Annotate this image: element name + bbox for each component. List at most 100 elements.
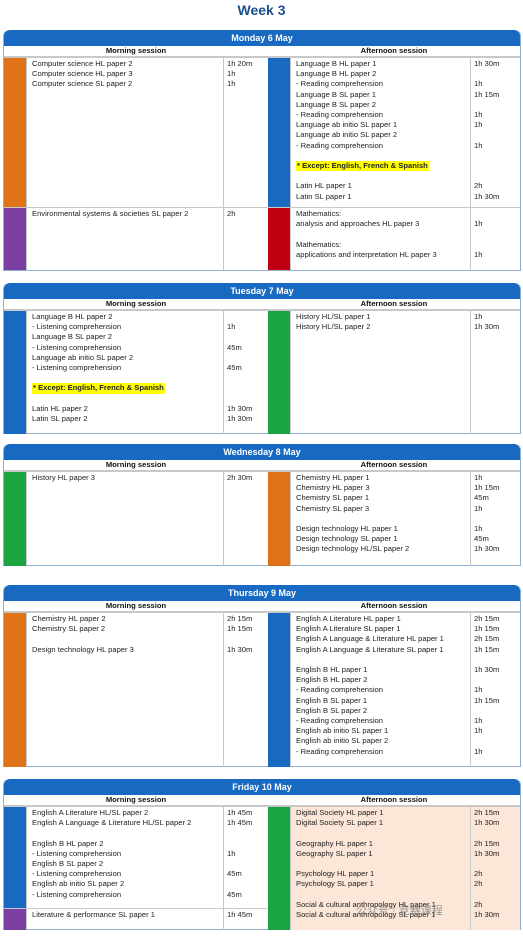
exam-row: English A Literature HL paper 1 2h 15m — [291, 614, 520, 624]
exam-list: History HL/SL paper 1 1h History HL/SL pap… — [290, 311, 520, 434]
exam-row — [291, 890, 520, 900]
exam-list: Chemistry HL paper 1 1h Chemistry HL paper… — [290, 472, 520, 566]
exam-row: Chemistry SL paper 1 45m — [291, 493, 520, 503]
exam-duration: 1h — [227, 79, 236, 89]
duration-column-divider — [470, 311, 471, 434]
exam-duration: 45m — [227, 342, 242, 352]
day-heading: Monday 6 May — [4, 30, 520, 46]
exam-row — [291, 828, 520, 838]
session-header-row: Morning session Afternoon session — [4, 46, 520, 57]
exam-paper-name: Psychology SL paper 1 — [296, 879, 374, 889]
exam-duration: 1h 30m — [474, 665, 500, 674]
exam-duration: 2h 30m — [227, 473, 253, 482]
exam-row: Chemistry SL paper 2 1h 15m — [27, 624, 268, 634]
duration-column-divider — [223, 472, 224, 566]
exam-row: Language B HL paper 2 — [291, 69, 520, 79]
morning-session-label: Morning session — [105, 299, 167, 308]
exam-row: English B HL paper 1 1h 30m — [291, 665, 520, 675]
exam-paper-name: Language B HL paper 2 — [296, 69, 377, 79]
exam-row: Digital Society HL paper 1 2h 15m — [291, 808, 520, 818]
exam-paper-name: English A Literature SL paper 1 — [296, 624, 401, 634]
exam-paper-name: Chemistry HL paper 2 — [32, 614, 106, 623]
exam-row: English A Language & Literature SL paper… — [291, 645, 520, 655]
exam-paper-name: English B SL paper 2 — [32, 859, 104, 868]
morning-session-label: Morning session — [105, 460, 167, 469]
subject-color-bar — [4, 807, 26, 909]
exam-duration: 1h 15m — [474, 695, 500, 705]
session-header-row: Morning session Afternoon session — [4, 601, 520, 612]
exam-row: Psychology HL paper 1 2h — [291, 869, 520, 879]
exam-row — [27, 828, 268, 838]
exam-paper-name: Language B SL paper 2 — [296, 99, 376, 109]
exam-paper-name: Chemistry HL paper 1 — [296, 473, 370, 482]
day-block: Wednesday 8 May Morning session Afternoon … — [3, 444, 521, 566]
exam-duration: 1h 15m — [474, 89, 500, 99]
exam-paper-name: - Reading comprehension — [296, 140, 383, 150]
exam-duration: 1h — [474, 110, 483, 119]
exam-duration: 1h 45m — [227, 818, 253, 828]
exam-duration: 45m — [474, 493, 489, 503]
exam-paper-name: Psychology HL paper 1 — [296, 869, 375, 879]
exam-duration: 1h 45m — [227, 808, 253, 817]
exam-row: History HL/SL paper 2 1h 30m — [291, 322, 520, 332]
exam-paper-name: Digital Society HL paper 1 — [296, 808, 384, 817]
exam-row: Literature & performance SL paper 1 1h 45… — [27, 910, 268, 920]
exam-duration: 2h 15m — [474, 808, 500, 817]
exam-row — [291, 655, 520, 665]
exam-duration: 1h 45m — [227, 910, 253, 919]
exam-paper-name: Mathematics: — [296, 239, 342, 249]
morning-subject-group: Literature & performance SL paper 1 1h 45… — [4, 908, 268, 930]
duration-column-divider — [470, 807, 471, 930]
exam-duration: 1h — [227, 848, 236, 858]
subject-color-bar — [4, 311, 26, 434]
exam-paper-name: Geography SL paper 1 — [296, 848, 373, 858]
exam-row: English B SL paper 2 — [291, 706, 520, 716]
morning-subject-group: Environmental systems & societies SL pap… — [4, 207, 268, 270]
subject-color-bar — [268, 807, 290, 930]
exam-duration: 1h — [474, 746, 483, 756]
exam-duration: 45m — [227, 869, 242, 879]
subject-color-bar — [268, 208, 290, 270]
exam-duration: 1h 30m — [227, 414, 253, 423]
exam-duration: 1h — [474, 685, 483, 695]
session-header-row: Morning session Afternoon session — [4, 299, 520, 310]
exam-list: English A Literature HL/SL paper 2 1h 45m… — [26, 807, 268, 909]
exam-list: Digital Society HL paper 1 2h 15m Digital … — [290, 807, 520, 930]
exam-paper-name: English A Language & Literature SL paper… — [296, 644, 444, 654]
exam-paper-name: Language ab initio SL paper 2 — [32, 352, 134, 362]
exam-duration: 1h — [474, 716, 483, 725]
exam-duration: 1h 20m — [227, 59, 253, 68]
exam-duration: 2h 15m — [474, 614, 500, 623]
exam-duration: 1h — [474, 312, 483, 321]
exam-paper-name: analysis and approaches HL paper 3 — [296, 219, 420, 229]
exam-row: - Reading comprehension 1h — [291, 79, 520, 89]
exam-row: Language ab initio SL paper 2 — [27, 353, 268, 363]
exam-row: analysis and approaches HL paper 3 1h — [291, 219, 520, 229]
exam-row: applications and interpretation HL paper… — [291, 250, 520, 260]
exam-paper-name: English ab initio SL paper 2 — [32, 879, 125, 889]
exam-paper-name: Computer science HL paper 3 — [32, 69, 133, 79]
exam-row: Language ab initio SL paper 1 1h — [291, 120, 520, 130]
exam-row — [291, 171, 520, 181]
duration-column-divider — [470, 472, 471, 566]
exam-paper-name: Latin HL paper 1 — [296, 181, 352, 191]
exam-list: Literature & performance SL paper 1 1h 45… — [26, 909, 268, 930]
exam-paper-name: English A Language & Literature HL paper… — [296, 634, 444, 644]
exam-row — [291, 859, 520, 869]
exam-paper-name: - Listening comprehension — [32, 342, 122, 352]
morning-subject-group: Computer science HL paper 2 1h 20m Compute… — [4, 57, 268, 208]
morning-subject-group: Language B HL paper 2- Listening compreh… — [4, 310, 268, 434]
exam-row: History HL paper 3 2h 30m — [27, 473, 268, 483]
exam-paper-name: Chemistry HL paper 3 — [296, 483, 370, 493]
exam-row: Psychology SL paper 1 2h — [291, 879, 520, 889]
exam-paper-name: Language B SL paper 1 — [296, 89, 376, 99]
exam-paper-name: English ab initio SL paper 1 — [296, 726, 389, 736]
exam-paper-name: English B SL paper 1 — [296, 695, 368, 705]
exam-duration: 2h 15m — [227, 614, 253, 623]
afternoon-subject-group: Mathematics: analysis and approaches HL p… — [268, 207, 520, 270]
exam-row: Design technology SL paper 1 45m — [291, 534, 520, 544]
exam-row: English A Literature HL/SL paper 2 1h 45m — [27, 808, 268, 818]
exam-row: Chemistry HL paper 3 1h 15m — [291, 483, 520, 493]
morning-subject-group: History HL paper 3 2h 30m — [4, 471, 268, 566]
exam-paper-name: Latin SL paper 2 — [32, 414, 88, 423]
